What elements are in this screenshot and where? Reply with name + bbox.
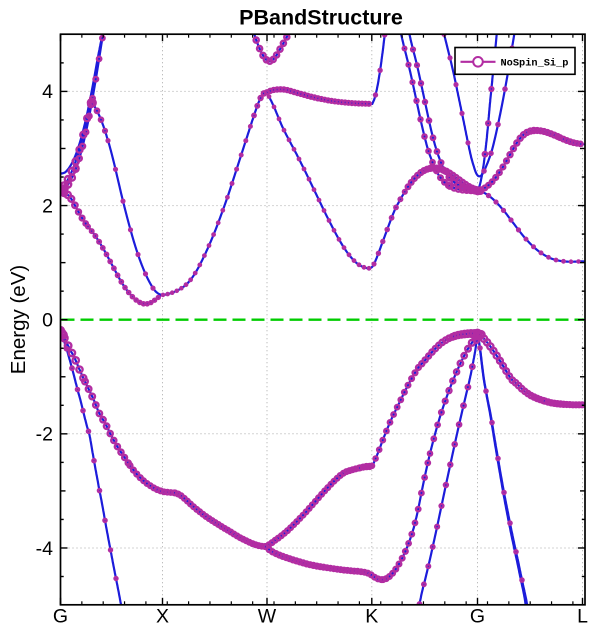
svg-text:PBandStructure: PBandStructure (239, 6, 403, 30)
svg-text:G: G (53, 606, 68, 628)
svg-text:4: 4 (42, 81, 53, 103)
svg-text:L: L (577, 606, 588, 628)
svg-text:0: 0 (42, 310, 53, 332)
svg-text:K: K (365, 606, 378, 628)
svg-text:Energy (eV): Energy (eV) (7, 265, 30, 374)
svg-text:-4: -4 (36, 538, 53, 560)
svg-text:-2: -2 (36, 424, 53, 446)
svg-text:2: 2 (42, 195, 53, 217)
svg-text:NoSpin_Si_p: NoSpin_Si_p (501, 58, 569, 70)
svg-text:X: X (156, 606, 169, 628)
svg-text:G: G (470, 606, 485, 628)
svg-text:W: W (258, 606, 277, 628)
